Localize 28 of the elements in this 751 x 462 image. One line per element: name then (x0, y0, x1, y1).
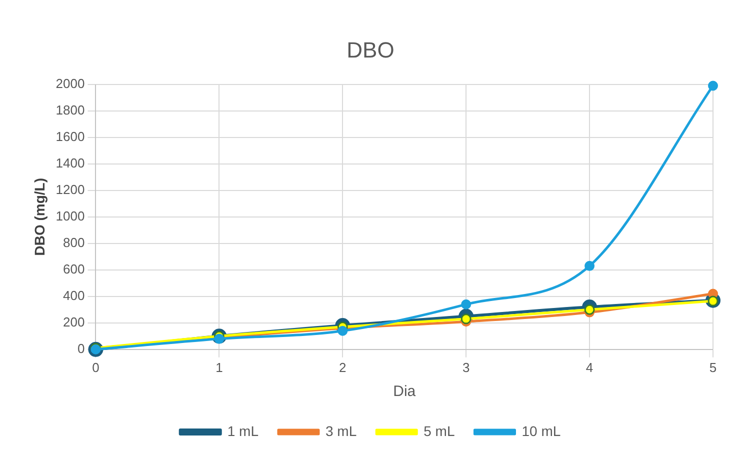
legend-label: 1 mL (227, 422, 259, 439)
y-tick-label: 1600 (56, 128, 85, 144)
point (338, 326, 348, 336)
x-tick-label: 0 (92, 360, 100, 375)
y-axis-title: DBO (mg/L) (31, 178, 48, 256)
y-tick-label: 1000 (56, 208, 85, 224)
point (461, 299, 472, 310)
y-tick-label: 0 (77, 340, 85, 356)
x-tick-label: 3 (462, 360, 470, 375)
y-tick-label: 600 (63, 261, 85, 276)
x-tick-label: 1 (216, 360, 223, 375)
legend-label: 5 mL (424, 422, 455, 439)
x-tick-label: 5 (709, 360, 717, 375)
y-tick-label: 800 (63, 234, 85, 250)
y-tick-label: 1200 (56, 182, 85, 197)
chart-title: DBO (346, 37, 394, 62)
x-axis-title: Dia (393, 383, 416, 400)
y-tick-label: 2000 (56, 76, 85, 91)
point (584, 260, 595, 271)
y-tick-label: 200 (63, 314, 85, 330)
y-tick-label: 1400 (56, 155, 85, 170)
x-tick-label: 4 (586, 360, 594, 375)
point (708, 80, 718, 91)
y-tick-label: 400 (63, 288, 85, 303)
y-tick-label: 1800 (56, 102, 85, 118)
legend-label: 10 mL (522, 422, 561, 439)
legend-label: 3 mL (325, 422, 357, 439)
x-tick-label: 2 (339, 360, 346, 375)
